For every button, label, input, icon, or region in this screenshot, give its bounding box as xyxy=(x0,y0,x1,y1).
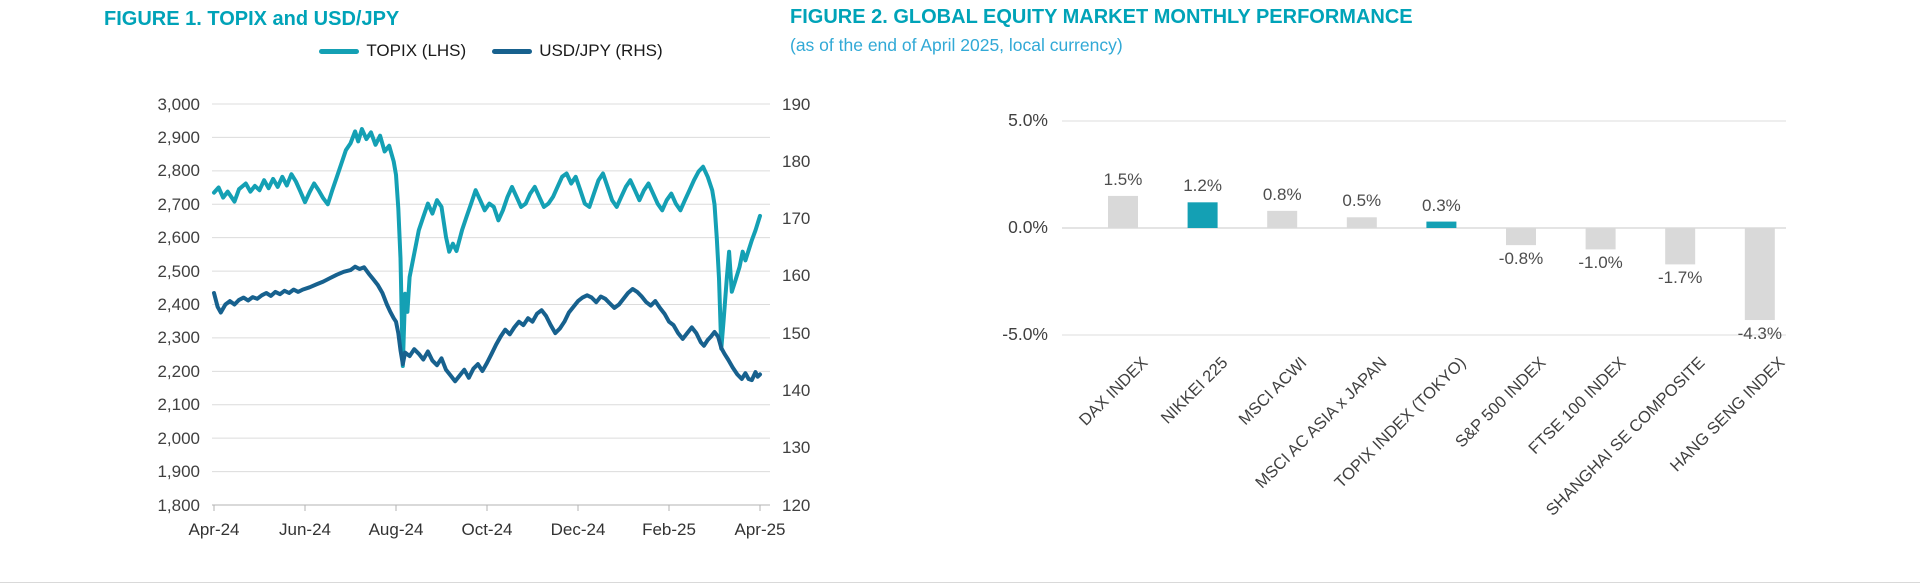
figure1-legend: TOPIX (LHS) USD/JPY (RHS) xyxy=(212,40,770,62)
legend-item-usdjpy: USD/JPY (RHS) xyxy=(492,41,663,61)
topix-line-swatch xyxy=(319,48,360,54)
figure2-subtitle: (as of the end of April 2025, local curr… xyxy=(790,35,1123,55)
figure2-title: FIGURE 2. GLOBAL EQUITY MARKET MONTHLY P… xyxy=(790,6,1413,28)
page-bottom-divider xyxy=(0,582,1920,583)
legend-label-usdjpy: USD/JPY (RHS) xyxy=(539,41,663,60)
figure1-title: FIGURE 1. TOPIX and USD/JPY xyxy=(104,8,400,30)
usdjpy-line-swatch xyxy=(492,48,533,54)
legend-item-topix: TOPIX (LHS) xyxy=(319,41,466,61)
legend-label-topix: TOPIX (LHS) xyxy=(366,41,467,60)
